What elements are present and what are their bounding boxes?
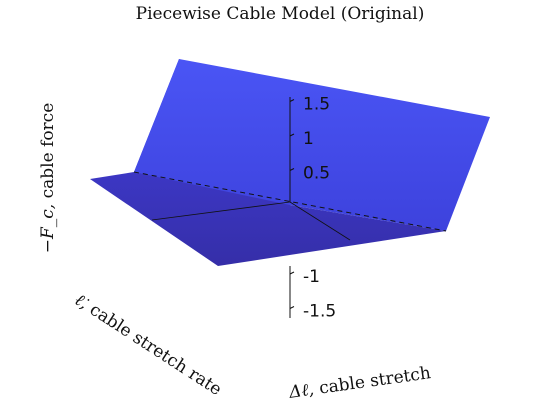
chart-title: Piecewise Cable Model (Original)	[135, 4, 425, 24]
z-tick-label: 0.5	[303, 164, 330, 184]
surface-crease-line	[133, 171, 447, 232]
z-tick-mark	[289, 168, 295, 171]
z-tick-mark	[289, 271, 295, 275]
z-axis-label-symbol: −F_c,	[38, 203, 58, 254]
z-axis-label: −F_c, cable force	[38, 103, 58, 254]
surface-rising-face	[134, 59, 490, 231]
y-axis-label-symbol: Δℓ,	[287, 379, 316, 403]
surface-flat-face	[90, 172, 446, 266]
y-axis-line	[289, 201, 351, 241]
z-tick-label: -1.5	[303, 302, 336, 322]
z-tick-label: 1	[303, 129, 314, 149]
z-tick-mark	[289, 133, 295, 137]
z-tick-mark	[289, 306, 295, 309]
z-axis-ticks: -1.5 -1 0.5 1 1.5	[289, 95, 336, 322]
z-tick-label: 1.5	[303, 95, 330, 115]
z-tick-mark	[289, 99, 295, 102]
z-tick-label: -1	[303, 267, 320, 287]
x-axis-line	[151, 201, 291, 221]
z-axis-label-text: cable force	[38, 102, 58, 199]
